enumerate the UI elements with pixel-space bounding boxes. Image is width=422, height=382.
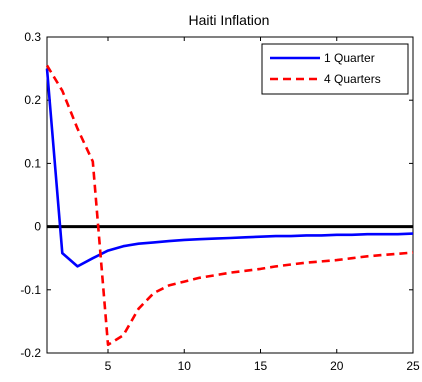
x-tick-label: 5 <box>105 359 112 373</box>
x-tick-label: 25 <box>406 359 420 373</box>
legend-label: 1 Quarter <box>324 51 375 65</box>
chart-title: Haiti Inflation <box>189 12 270 28</box>
y-tick-label: 0.1 <box>24 156 41 170</box>
y-tick-label: 0.3 <box>24 30 41 44</box>
x-tick-label: 10 <box>178 359 192 373</box>
plot-area: -0.2 -0.1 0 0.1 0.2 0.3 5 10 15 20 25 1 Quarter 4 Qu… <box>20 30 420 373</box>
x-tick-label: 20 <box>330 359 344 373</box>
legend <box>261 43 409 95</box>
legend-label: 4 Quarters <box>324 72 381 86</box>
y-tick-label: 0 <box>34 220 41 234</box>
series-line-4-quarters <box>45 64 414 347</box>
x-tick-label: 15 <box>254 359 268 373</box>
series-line-1-quarter <box>45 68 414 268</box>
y-tick-label: -0.2 <box>20 346 41 360</box>
y-tick-label: -0.1 <box>20 283 41 297</box>
y-tick-label: 0.2 <box>24 93 41 107</box>
